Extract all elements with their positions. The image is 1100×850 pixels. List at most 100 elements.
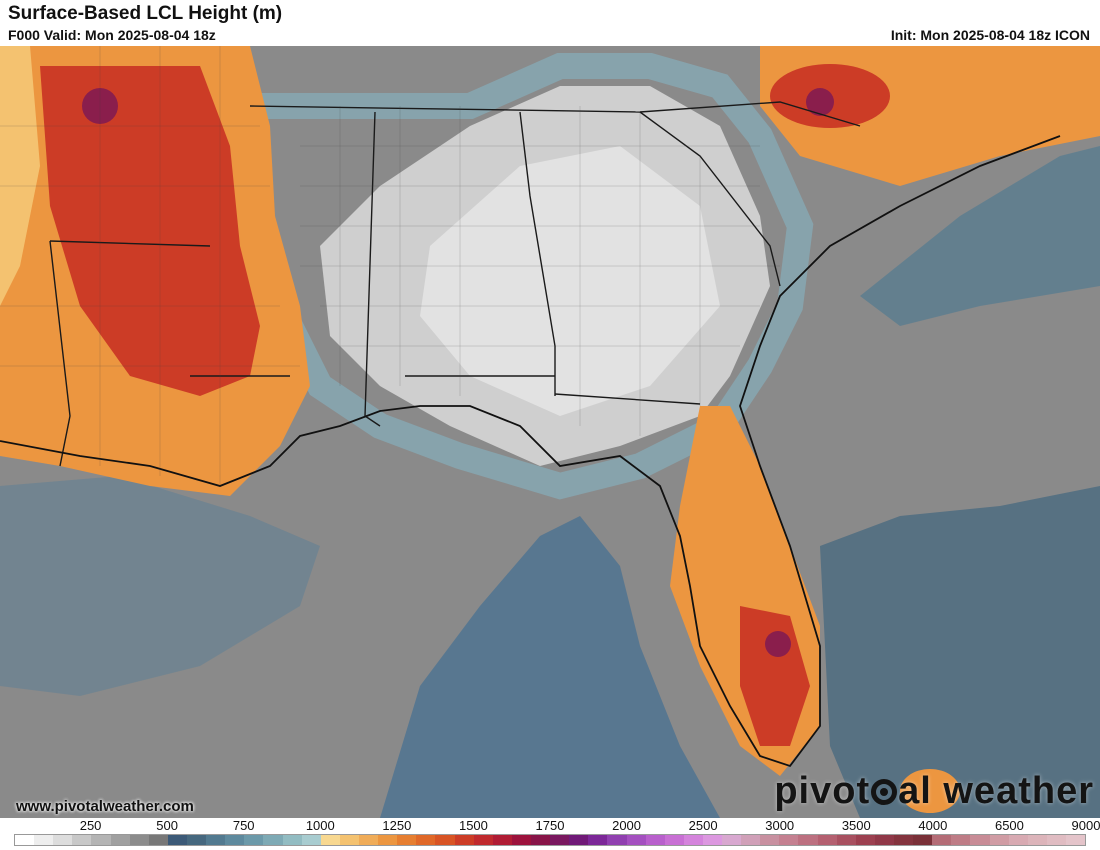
colorbar-swatch — [492, 835, 512, 845]
pivotal-weather-logo: pivot al weather — [774, 770, 1094, 813]
colorbar-swatch — [951, 835, 971, 845]
pale-orange-edge-west — [0, 46, 40, 306]
colorbar-swatch — [798, 835, 818, 845]
colorbar-tick-label: 2000 — [612, 818, 642, 833]
colorbar-tick-label: 3500 — [841, 818, 871, 833]
county-lines — [0, 46, 780, 486]
colorbar — [14, 834, 1086, 846]
coastline — [0, 135, 1061, 768]
colorbar-swatch — [167, 835, 187, 845]
logo-text-right: al weather — [898, 770, 1094, 812]
colorbar-swatch — [34, 835, 54, 845]
colorbar-swatch — [72, 835, 92, 845]
colorbar-swatch — [855, 835, 875, 845]
colorbar-swatch — [320, 835, 340, 845]
colorbar-swatch — [129, 835, 149, 845]
colorbar-swatch — [148, 835, 168, 845]
colorbar-swatch — [530, 835, 551, 845]
colorbar-swatch — [454, 835, 474, 845]
colorbar-swatch — [301, 835, 321, 845]
peak-lcl-west — [82, 88, 118, 124]
colorbar-swatch — [645, 835, 665, 845]
colorbar-swatch — [779, 835, 799, 845]
colorbar-swatch — [378, 835, 398, 845]
colorbar-swatch — [550, 835, 570, 845]
map-title: Surface-Based LCL Height (m) — [8, 3, 283, 24]
valid-time: F000 Valid: Mon 2025-08-04 18z — [8, 27, 216, 43]
colorbar-swatch — [741, 835, 761, 845]
colorbar-tick-labels: 250 500 750 1000 1250 1500 1750 2000 2500 3000 350… — [0, 818, 1100, 834]
colorbar-swatch — [626, 835, 646, 845]
colorbar-swatch — [913, 835, 933, 845]
peak-lcl-florida — [765, 631, 791, 657]
colorbar-swatch — [874, 835, 895, 845]
colorbar-tick-label: 1500 — [458, 818, 488, 833]
lowest-lcl-core — [420, 146, 720, 416]
state-border-al-ga-line — [519, 111, 556, 396]
init-time: Init: Mon 2025-08-04 18z ICON — [890, 27, 1090, 43]
atlantic-blue-region — [820, 486, 1100, 818]
colorbar-swatch — [435, 835, 455, 845]
colorbar-swatch — [932, 835, 952, 845]
colorbar-tick-label: 4000 — [918, 818, 948, 833]
colorbar-swatch — [91, 835, 111, 845]
colorbar-swatch — [702, 835, 723, 845]
colorbar-swatch — [1066, 835, 1086, 845]
state-border-ga-sc-line — [639, 111, 781, 287]
atlantic-blue-coastal — [860, 146, 1100, 326]
colorbar-swatch — [760, 835, 780, 845]
lcl-height-map[interactable] — [0, 46, 1100, 818]
state-border-ar-la-line — [49, 240, 211, 247]
website-url: www.pivotalweather.com — [16, 798, 194, 815]
colorbar-swatch — [53, 835, 73, 845]
state-border-nc-line — [639, 101, 861, 127]
colorbar-swatch — [836, 835, 856, 845]
colorbar-swatch — [569, 835, 589, 845]
colorbar-swatch — [511, 835, 531, 845]
colorbar-swatch — [186, 835, 207, 845]
colorbar-swatch — [206, 835, 226, 845]
colorbar-swatch — [722, 835, 742, 845]
colorbar-tick-label: 3000 — [765, 818, 795, 833]
very-high-lcl-west-core — [40, 66, 260, 396]
peak-lcl-northeast — [806, 88, 834, 116]
colorbar-swatch — [1027, 835, 1047, 845]
colorbar-swatch — [970, 835, 990, 845]
state-border-tx-la-line — [49, 240, 71, 467]
colorbar-tick-label: 750 — [232, 818, 255, 833]
gulf-blue-region-west — [0, 476, 320, 696]
colorbar-swatch — [683, 835, 703, 845]
colorbar-swatch — [588, 835, 608, 845]
colorbar-tick-label: 500 — [156, 818, 178, 833]
gulf-blue-region-south — [380, 516, 720, 818]
logo-text-left: pivot — [774, 770, 871, 812]
map-header: Surface-Based LCL Height (m) F000 Valid:… — [0, 0, 1100, 46]
colorbar-swatch — [225, 835, 245, 845]
colorbar-swatch — [416, 835, 436, 845]
colorbar-swatch — [1008, 835, 1028, 845]
colorbar-swatch — [244, 835, 264, 845]
colorbar-swatch — [607, 835, 627, 845]
colorbar-swatch — [263, 835, 283, 845]
colorbar-tick-label: 6500 — [994, 818, 1024, 833]
colorbar-swatch — [989, 835, 1009, 845]
gear-icon — [871, 779, 898, 805]
colorbar-swatch — [15, 835, 35, 845]
colorbar-swatch — [473, 835, 493, 845]
colorbar-swatch — [358, 835, 379, 845]
colorbar-tick-label: 1750 — [535, 818, 565, 833]
very-high-lcl-florida-core — [740, 606, 810, 746]
colorbar-tick-label: 1000 — [305, 818, 335, 833]
state-border-ga-fl-line — [554, 393, 701, 405]
colorbar-swatch — [110, 835, 130, 845]
colorbar-tick-label: 9000 — [1071, 818, 1100, 833]
colorbar-swatch — [894, 835, 914, 845]
colorbar-tick-label: 2500 — [688, 818, 718, 833]
colorbar-swatch — [817, 835, 837, 845]
state-border-tn-line — [249, 105, 641, 113]
colorbar-swatch — [282, 835, 302, 845]
colorbar-swatch — [339, 835, 359, 845]
colorbar-tick-label: 1250 — [382, 818, 412, 833]
colorbar-swatch — [1046, 835, 1067, 845]
colorbar-swatch — [664, 835, 684, 845]
